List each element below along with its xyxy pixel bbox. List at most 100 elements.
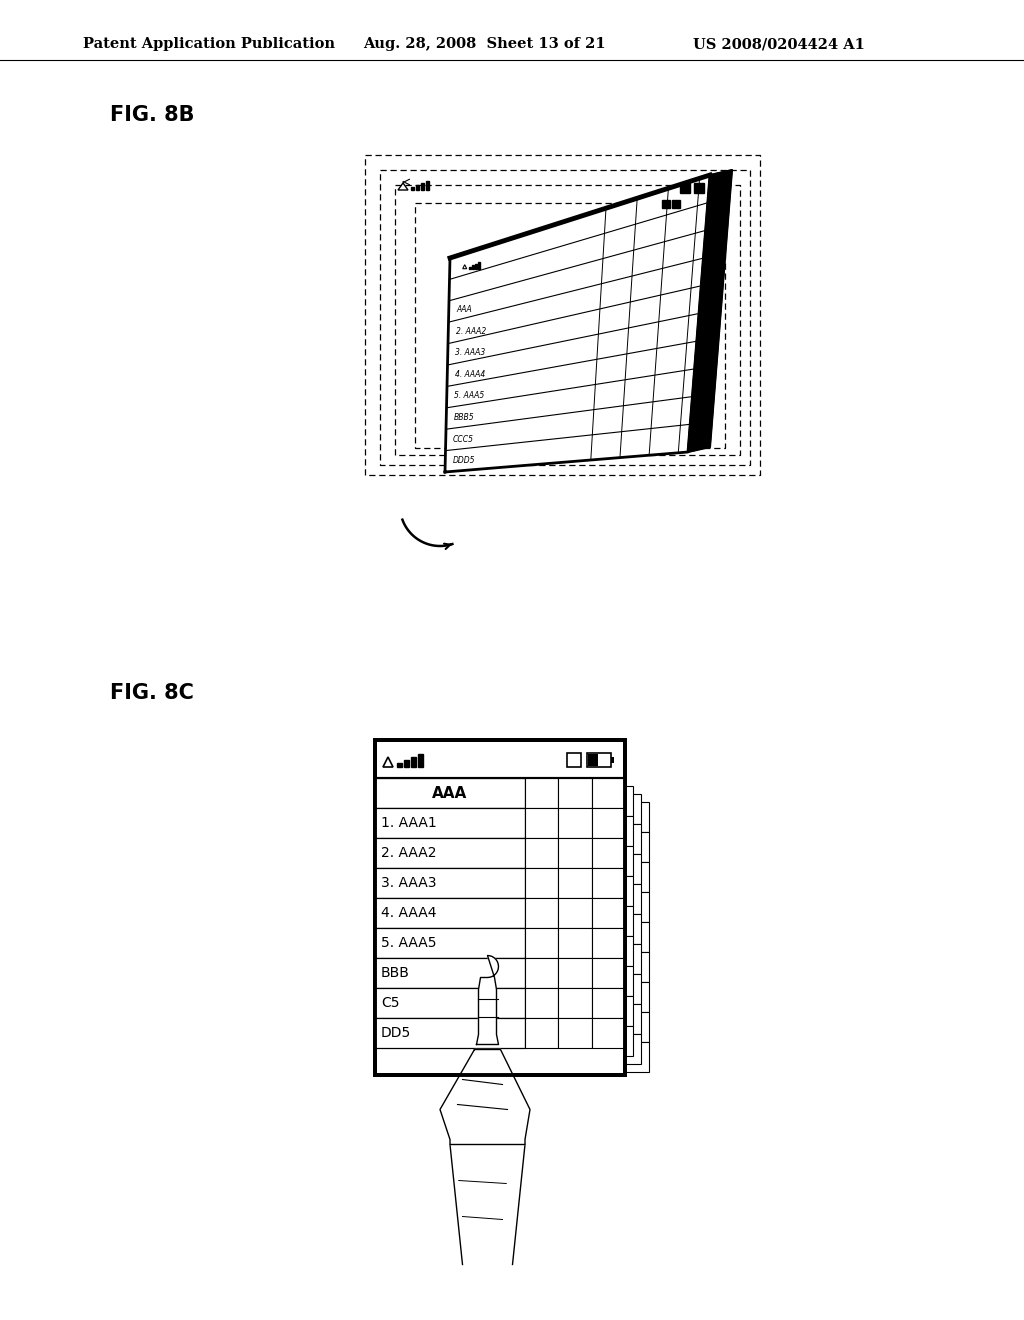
Bar bbox=[592, 928, 625, 958]
Bar bbox=[525, 928, 558, 958]
Bar bbox=[375, 987, 525, 1018]
Polygon shape bbox=[478, 263, 479, 269]
Bar bbox=[583, 892, 615, 921]
Text: CCC5: CCC5 bbox=[453, 434, 474, 444]
Bar bbox=[375, 958, 525, 987]
Bar bbox=[607, 824, 641, 854]
Text: BBB: BBB bbox=[381, 966, 410, 979]
Bar bbox=[541, 854, 574, 884]
Bar bbox=[534, 876, 566, 906]
Polygon shape bbox=[475, 264, 477, 269]
Bar bbox=[592, 898, 625, 928]
Bar bbox=[525, 777, 558, 808]
Polygon shape bbox=[663, 201, 671, 209]
Bar bbox=[525, 958, 558, 987]
Text: 1. AAA1: 1. AAA1 bbox=[381, 816, 437, 830]
Bar bbox=[574, 884, 607, 913]
Bar bbox=[534, 906, 566, 936]
Bar bbox=[549, 952, 583, 982]
Bar bbox=[549, 832, 583, 862]
Bar bbox=[566, 966, 600, 997]
Bar bbox=[534, 846, 566, 876]
Polygon shape bbox=[421, 183, 424, 190]
Bar bbox=[592, 1018, 625, 1048]
Polygon shape bbox=[440, 1049, 530, 1144]
Bar bbox=[375, 898, 525, 928]
Bar bbox=[615, 1012, 649, 1041]
Text: 4. AAA4: 4. AAA4 bbox=[381, 906, 436, 920]
Bar bbox=[583, 982, 615, 1012]
Bar bbox=[615, 862, 649, 892]
Bar bbox=[541, 974, 574, 1005]
Bar bbox=[566, 785, 600, 816]
Bar bbox=[375, 741, 625, 1074]
Bar bbox=[525, 869, 558, 898]
Bar bbox=[583, 921, 615, 952]
Bar bbox=[566, 846, 600, 876]
Bar bbox=[615, 952, 649, 982]
Bar bbox=[574, 1005, 607, 1034]
Text: AAA: AAA bbox=[457, 305, 472, 314]
Bar bbox=[541, 824, 574, 854]
Bar bbox=[549, 1041, 583, 1072]
Bar bbox=[600, 846, 633, 876]
Polygon shape bbox=[680, 183, 690, 193]
Bar bbox=[592, 808, 625, 838]
Text: DDD5: DDD5 bbox=[453, 457, 475, 465]
Text: AAA: AAA bbox=[432, 785, 468, 800]
Text: FIG. 8B: FIG. 8B bbox=[110, 106, 195, 125]
Bar bbox=[566, 997, 600, 1026]
Bar bbox=[611, 756, 614, 763]
Bar bbox=[574, 824, 607, 854]
Bar bbox=[375, 741, 625, 1074]
Bar bbox=[583, 1041, 615, 1072]
Bar bbox=[558, 928, 592, 958]
Bar bbox=[600, 876, 633, 906]
Text: Patent Application Publication: Patent Application Publication bbox=[83, 37, 335, 51]
Bar bbox=[600, 785, 633, 816]
Bar bbox=[607, 974, 641, 1005]
Bar bbox=[541, 795, 574, 824]
Bar bbox=[534, 816, 566, 846]
Polygon shape bbox=[416, 185, 419, 190]
Bar bbox=[607, 795, 641, 824]
Bar bbox=[566, 906, 600, 936]
Bar bbox=[574, 795, 607, 824]
Bar bbox=[615, 1041, 649, 1072]
Text: Aug. 28, 2008  Sheet 13 of 21: Aug. 28, 2008 Sheet 13 of 21 bbox=[362, 37, 605, 51]
Bar bbox=[592, 838, 625, 869]
Bar bbox=[558, 1018, 592, 1048]
Bar bbox=[566, 1026, 600, 1056]
Bar bbox=[525, 987, 558, 1018]
Polygon shape bbox=[450, 1144, 525, 1265]
Bar bbox=[375, 1018, 525, 1048]
Bar bbox=[549, 803, 583, 832]
Bar bbox=[549, 1012, 583, 1041]
Bar bbox=[534, 966, 566, 997]
Text: 3. AAA3: 3. AAA3 bbox=[381, 876, 436, 890]
Bar bbox=[615, 892, 649, 921]
Bar bbox=[607, 1034, 641, 1064]
Bar bbox=[534, 997, 566, 1026]
Bar bbox=[534, 785, 566, 816]
Polygon shape bbox=[476, 956, 499, 1044]
Text: 5. AAA5: 5. AAA5 bbox=[455, 391, 484, 400]
Bar bbox=[583, 803, 615, 832]
Bar bbox=[607, 854, 641, 884]
Polygon shape bbox=[688, 170, 732, 451]
Bar bbox=[574, 1034, 607, 1064]
Bar bbox=[566, 816, 600, 846]
Bar bbox=[587, 752, 611, 767]
Bar bbox=[541, 1034, 574, 1064]
Text: FIG. 8C: FIG. 8C bbox=[110, 682, 194, 704]
Bar bbox=[583, 1012, 615, 1041]
Bar bbox=[375, 808, 525, 838]
Polygon shape bbox=[672, 201, 680, 209]
Bar bbox=[574, 913, 607, 944]
Bar bbox=[592, 987, 625, 1018]
Bar bbox=[615, 803, 649, 832]
Bar bbox=[615, 982, 649, 1012]
Bar bbox=[600, 966, 633, 997]
Bar bbox=[541, 944, 574, 974]
Bar bbox=[592, 777, 625, 808]
